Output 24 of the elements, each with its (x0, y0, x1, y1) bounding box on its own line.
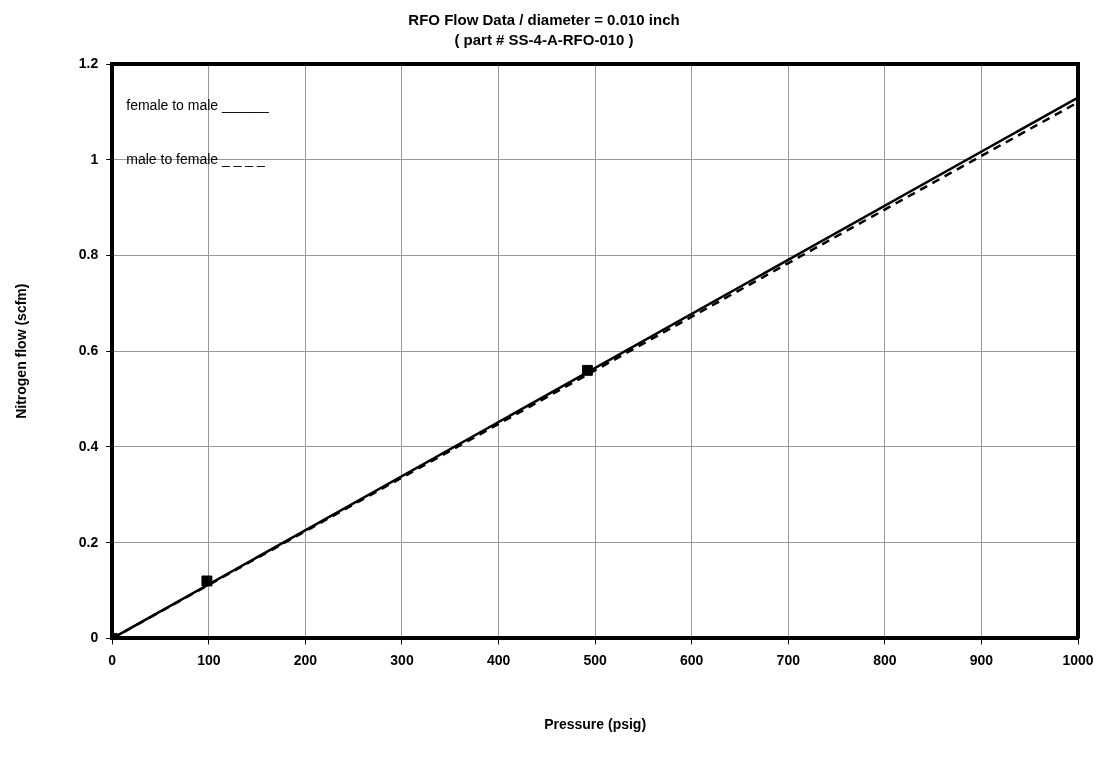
annotation: male to female _ _ _ _ (126, 150, 265, 167)
y-tick-label: 1 (90, 150, 99, 167)
x-tick-label: 900 (969, 651, 994, 668)
x-tick-label: 100 (197, 651, 221, 668)
y-tick-label: 0 (90, 629, 99, 646)
y-tick-label: 0.6 (78, 342, 99, 359)
y-tick-label: 0.2 (78, 533, 99, 550)
y-tick-label: 1.2 (78, 54, 99, 71)
y-tick-label: 0.4 (78, 437, 99, 454)
x-tick-label: 200 (293, 651, 318, 668)
annotation: female to male ______ (126, 96, 269, 113)
x-axis-title: Pressure (psig) (544, 716, 647, 733)
y-tick-label: 0.8 (78, 246, 99, 263)
chart-title: RFO Flow Data / diameter = 0.010 inch (408, 11, 680, 29)
x-tick-label: 700 (776, 651, 801, 668)
x-tick-label: 400 (486, 651, 511, 668)
y-axis-title: Nitrogen flow (scfm) (13, 283, 30, 419)
x-tick-label: 1000 (1062, 651, 1094, 668)
x-tick-label: 0 (108, 651, 117, 668)
x-tick-label: 300 (390, 651, 414, 668)
x-tick-label: 600 (680, 651, 704, 668)
chart-subtitle: ( part # SS-4-A-RFO-010 ) (454, 31, 634, 49)
x-tick-label: 800 (873, 651, 897, 668)
x-tick-label: 500 (583, 651, 608, 668)
